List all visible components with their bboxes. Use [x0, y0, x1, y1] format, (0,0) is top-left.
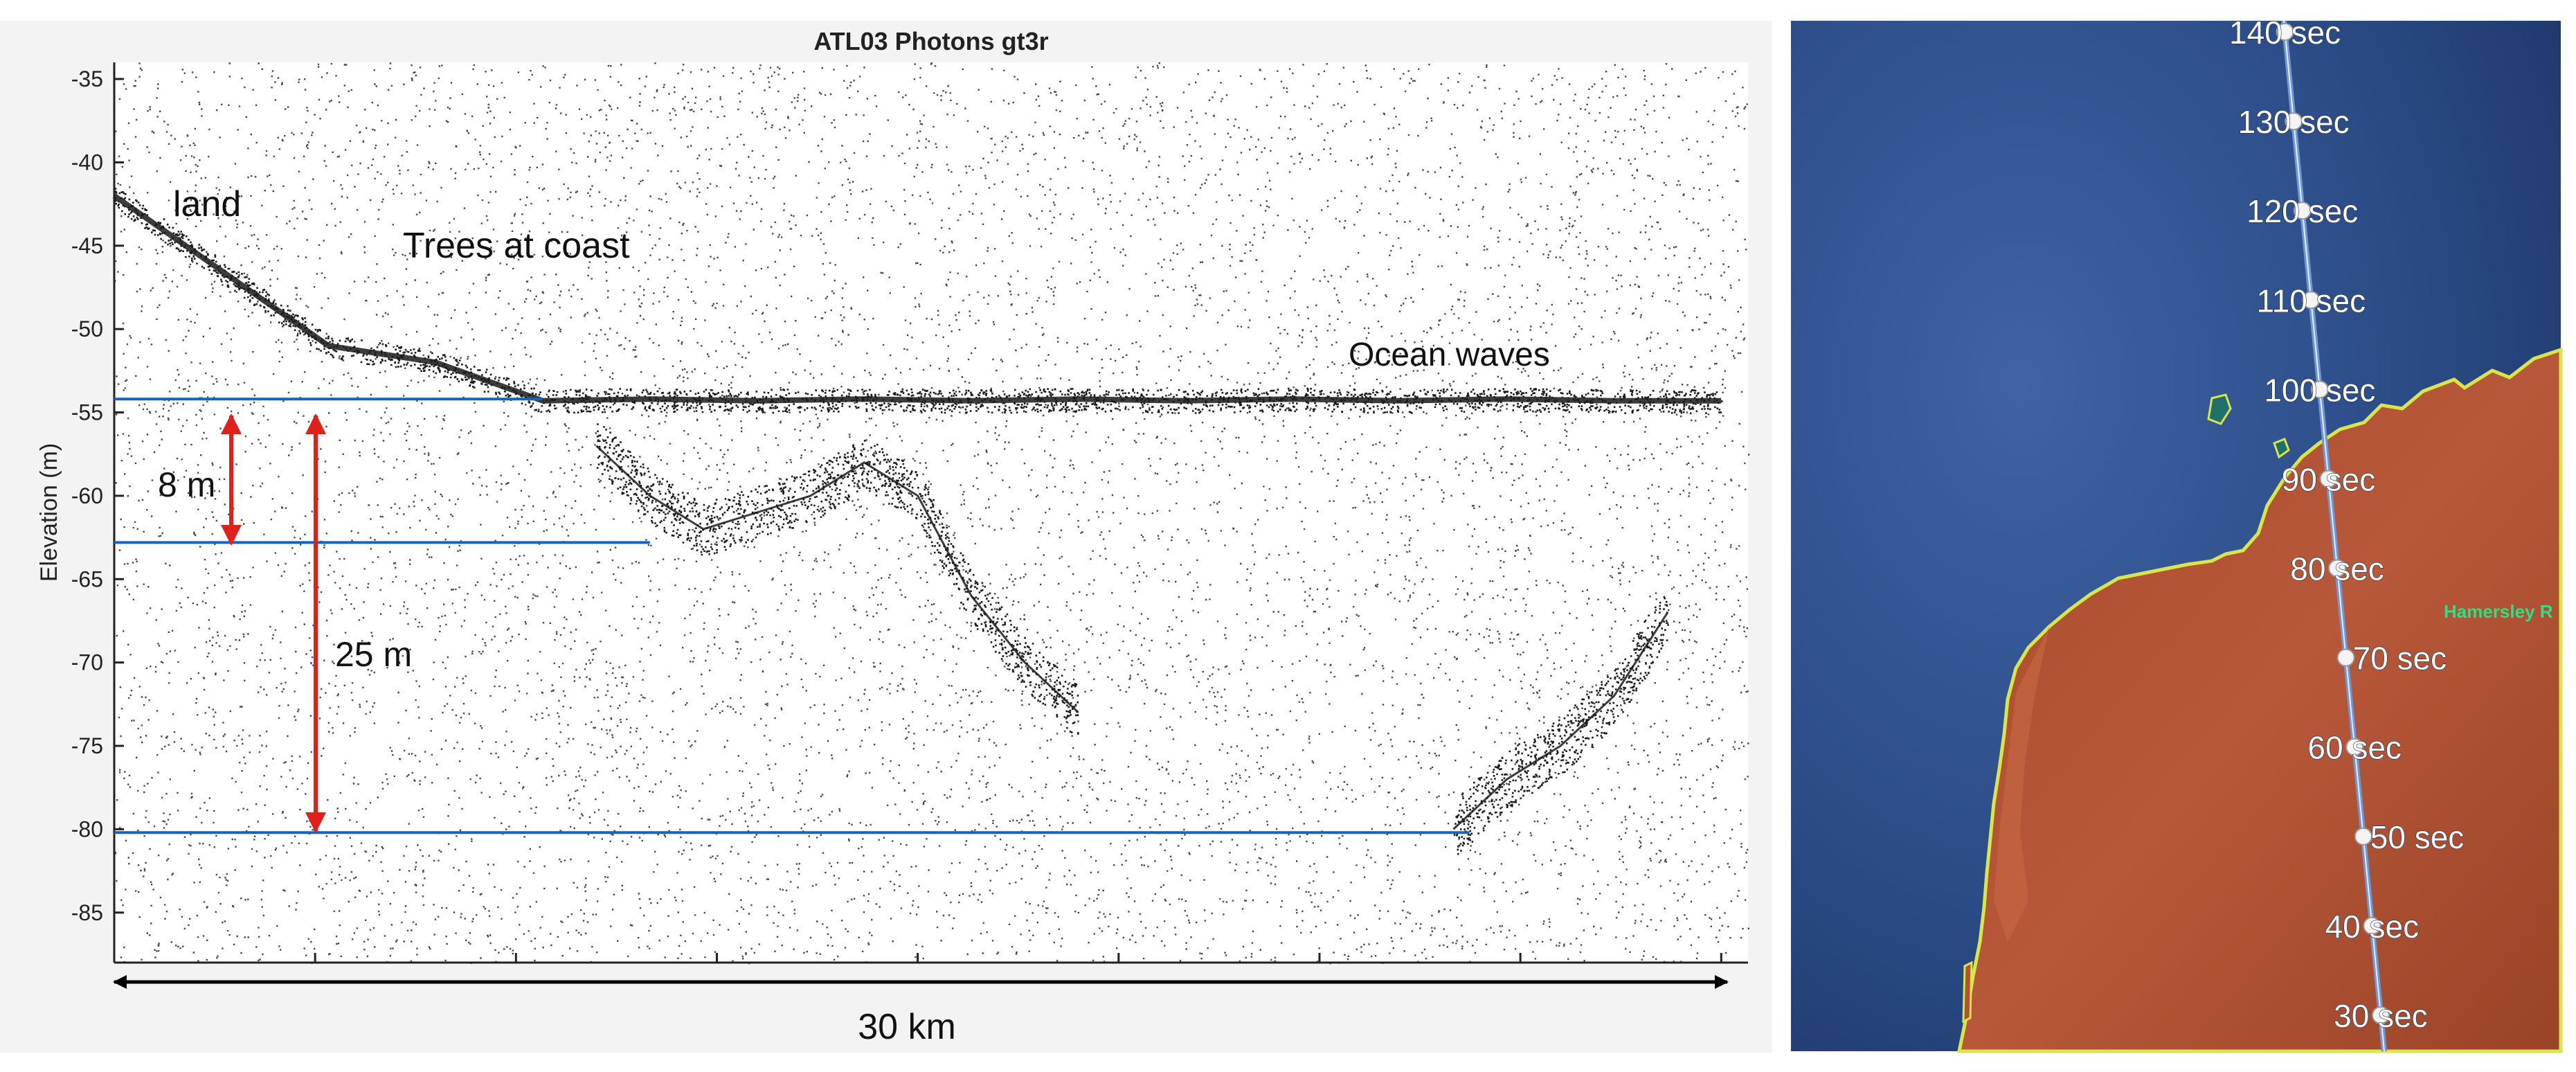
track-time-labels: 140 sec 130 sec 120 sec 110 sec 100 sec 90 se… — [2228, 14, 2465, 1034]
y-axis: -35 -40 -45 -50 -55 -60 -65 -70 -75 -80 -85 — [71, 62, 124, 963]
signal-series-line-1 — [595, 445, 1079, 713]
track-time-label: 30 sec — [2334, 998, 2428, 1034]
map-island — [2207, 393, 2232, 425]
photon-signal — [112, 188, 1723, 855]
track-time-label: 110 sec — [2256, 283, 2366, 319]
place-label-hamersley: Hamersley R — [2444, 601, 2553, 622]
track-marker — [2285, 112, 2303, 131]
track-marker — [2345, 738, 2364, 756]
track-marker — [2319, 470, 2338, 488]
satellite-track-core — [2283, 20, 2385, 1052]
track-time-label: 40 sec — [2325, 909, 2420, 945]
y-tick-label: -75 — [71, 733, 103, 758]
track-marker — [2310, 380, 2329, 399]
y-axis-label: Elevation (m) — [36, 443, 62, 582]
reference-lines — [114, 397, 1470, 834]
signal-series-photons-2 — [1453, 596, 1669, 855]
map-island-small — [2273, 438, 2290, 459]
y-tick-label: -50 — [71, 316, 103, 341]
track-marker — [2336, 648, 2355, 667]
track-time-label: 140 sec — [2229, 15, 2341, 51]
track-map: 140 sec 130 sec 120 sec 110 sec 100 sec 90 se… — [1791, 14, 2563, 1053]
track-time-label: 50 sec — [2370, 819, 2465, 855]
map-peninsula-shadow — [1994, 627, 2049, 942]
annotation-25m: 25 m — [335, 635, 412, 674]
y-tick-label: -55 — [71, 400, 103, 425]
map-land — [1956, 347, 2563, 1053]
track-marker — [2302, 291, 2321, 310]
track-time-label: 120 sec — [2246, 193, 2358, 229]
y-tick-label: -65 — [71, 566, 103, 591]
track-time-label: 100 sec — [2264, 372, 2375, 408]
y-tick-label: -45 — [71, 233, 103, 258]
track-time-label: 60 sec — [2307, 730, 2402, 766]
map-island-south — [1962, 961, 1973, 1024]
track-time-label: 80 sec — [2290, 551, 2384, 587]
track-marker — [2371, 1006, 2390, 1024]
track-marker — [2328, 559, 2347, 578]
track-time-label: 90 sec — [2282, 461, 2376, 497]
y-tick-label: -40 — [71, 150, 103, 175]
track-marker — [2354, 827, 2372, 846]
y-tick-label: -70 — [71, 650, 103, 675]
y-tick-label: -80 — [71, 816, 103, 841]
y-tick-label: -35 — [71, 66, 103, 91]
x-axis — [113, 953, 1748, 964]
y-tick-label: -85 — [71, 900, 103, 925]
signal-series-line-2 — [1452, 611, 1669, 830]
track-time-label: 130 sec — [2238, 104, 2350, 140]
track-marker — [2363, 916, 2381, 935]
annotation-30km: 30 km — [858, 1007, 956, 1047]
annotation-ocean: Ocean waves — [1349, 337, 1550, 373]
chart-title: ATL03 Photons gt3r — [813, 27, 1048, 55]
annotation-land: land — [173, 184, 241, 224]
annotation-8m: 8 m — [158, 465, 215, 504]
plot-area — [114, 62, 1748, 963]
y-tick-label: -60 — [71, 483, 103, 508]
track-time-label: 70 sec — [2353, 641, 2447, 677]
annotation-trees: Trees at coast — [403, 226, 630, 266]
photon-chart: -35 -40 -45 -50 -55 -60 -65 -70 -75 -80 -85 ATL03 … — [0, 21, 1772, 1053]
track-marker — [2276, 23, 2294, 41]
track-marker — [2293, 202, 2312, 220]
